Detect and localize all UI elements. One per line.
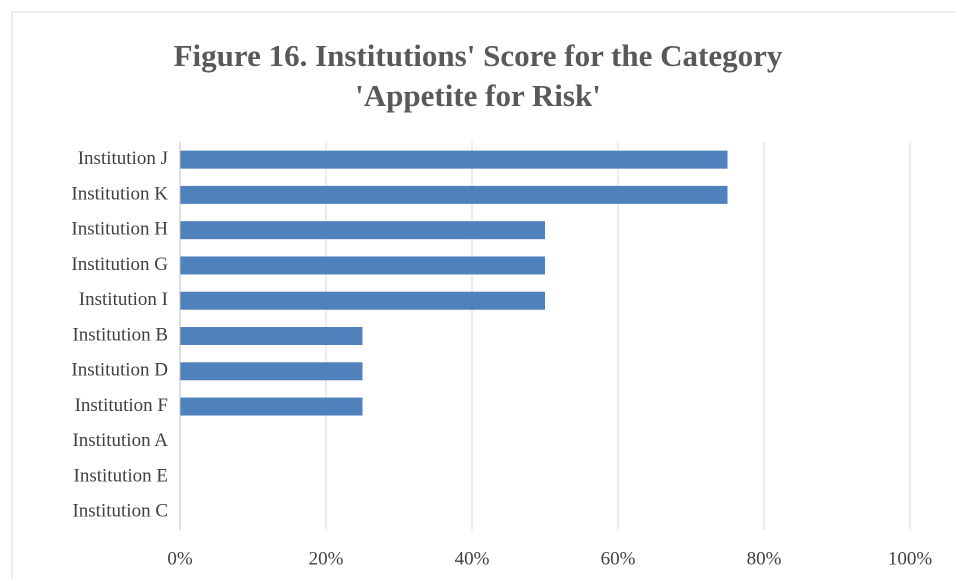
y-tick-label: Institution F	[75, 395, 168, 416]
x-tick-label: 100%	[888, 548, 933, 569]
bar	[180, 362, 363, 381]
bar	[180, 327, 363, 345]
y-tick-label: Institution E	[74, 465, 168, 486]
y-tick-label: Institution D	[71, 360, 168, 381]
y-tick-label: Institution K	[71, 183, 168, 204]
y-tick-label: Institution G	[71, 254, 168, 275]
y-tick-label: Institution C	[72, 501, 168, 522]
y-tick-label: Institution J	[78, 148, 168, 169]
bar	[180, 397, 363, 416]
bar	[180, 256, 545, 275]
bar	[180, 221, 545, 240]
y-tick-label: Institution H	[71, 219, 168, 240]
bar	[180, 150, 728, 169]
bar	[180, 291, 545, 310]
bar	[180, 185, 728, 204]
y-tick-label: Institution A	[72, 430, 168, 451]
y-tick-label: Institution B	[72, 324, 168, 345]
x-tick-label: 0%	[167, 548, 193, 569]
x-tick-label: 40%	[455, 548, 490, 569]
x-tick-label: 20%	[309, 548, 344, 569]
x-tick-label: 60%	[601, 548, 636, 569]
chart-title: Figure 16. Institutions' Score for the C…	[173, 38, 783, 113]
chart-frame	[11, 11, 955, 579]
y-tick-label: Institution I	[79, 289, 168, 310]
x-tick-label: 80%	[747, 548, 782, 569]
